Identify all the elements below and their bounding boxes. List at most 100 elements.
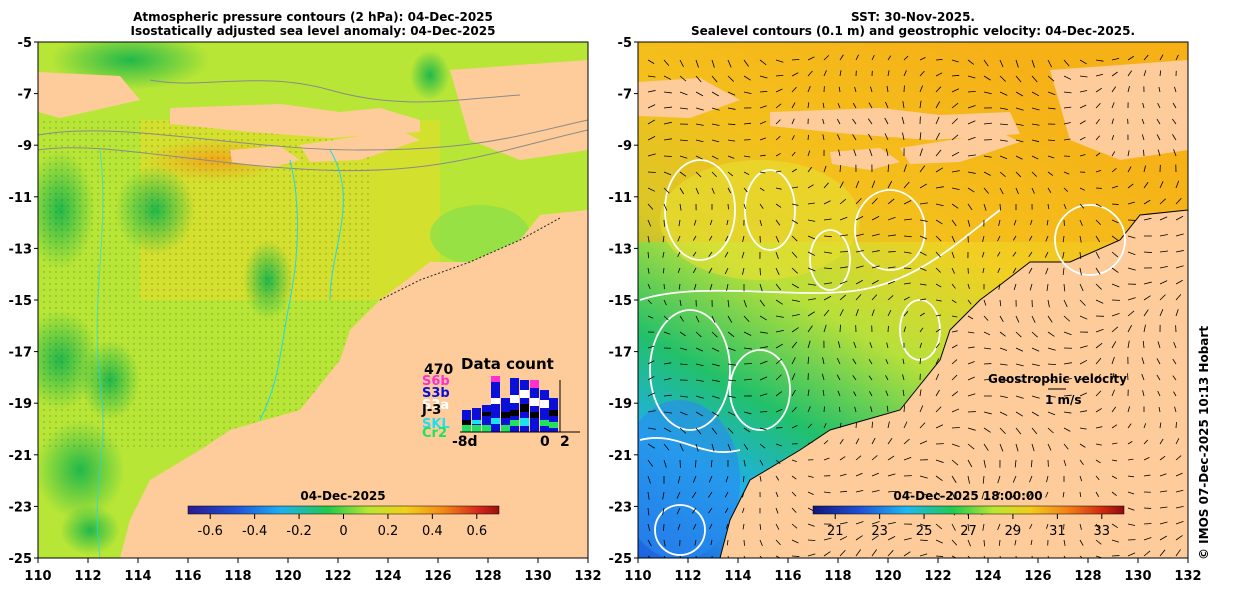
velocity-arrow (726, 219, 729, 226)
velocity-arrow (1143, 54, 1149, 61)
velocity-arrow (1127, 150, 1130, 157)
velocity-arrow (1046, 219, 1049, 226)
velocity-arrow (759, 360, 768, 365)
velocity-arrow (967, 475, 970, 484)
velocity-arrow (999, 363, 1008, 366)
velocity-arrow (1127, 423, 1132, 429)
velocity-arrow (983, 75, 991, 81)
velocity-arrow (647, 251, 650, 259)
velocity-arrow (1047, 555, 1050, 558)
velocity-arrow (902, 358, 905, 365)
velocity-arrow (1143, 537, 1152, 541)
velocity-arrow (1047, 299, 1050, 308)
velocity-arrow (997, 475, 1001, 484)
velocity-arrow (852, 134, 857, 141)
velocity-arrow (951, 391, 959, 397)
australia-land-r (719, 209, 1188, 558)
y-tick-label: -15 (9, 294, 33, 309)
velocity-arrow (935, 283, 942, 288)
velocity-arrow (1095, 267, 1101, 275)
velocity-arrow (1159, 473, 1167, 477)
velocity-arrow (885, 375, 889, 381)
velocity-arrow (1030, 219, 1033, 226)
velocity-arrow (1159, 265, 1168, 269)
velocity-arrow (885, 101, 889, 109)
velocity-arrow (823, 165, 827, 173)
velocity-arrow (695, 411, 704, 417)
velocity-arrow (709, 523, 713, 530)
velocity-arrow (807, 311, 815, 317)
velocity-arrow (855, 216, 864, 221)
velocity-arrow (951, 267, 955, 274)
velocity-arrow (999, 299, 1002, 307)
velocity-arrow (1175, 521, 1184, 525)
velocity-arrow (663, 219, 665, 227)
velocity-arrow (1159, 54, 1164, 61)
velocity-arrow (743, 555, 746, 558)
velocity-arrow (871, 265, 880, 269)
velocity-arrow (935, 59, 943, 61)
velocity-arrow (791, 357, 796, 365)
velocity-arrow (935, 219, 943, 225)
velocity-arrow (647, 507, 650, 516)
left-title-line1: Atmospheric pressure contours (2 hPa): 0… (133, 10, 493, 24)
velocity-arrow (1063, 427, 1071, 432)
velocity-arrow (1095, 73, 1104, 77)
velocity-arrow (999, 187, 1004, 195)
x-tick-label: 124 (974, 569, 1001, 584)
velocity-arrow (951, 359, 958, 365)
velocity-arrow (708, 251, 713, 257)
velocity-arrow (711, 107, 720, 111)
velocity-arrow (1030, 539, 1033, 546)
velocity-arrow (1095, 539, 1102, 545)
velocity-arrow (807, 423, 813, 429)
velocity-arrow (791, 58, 800, 61)
velocity-arrow (855, 198, 862, 205)
velocity-arrow (982, 475, 985, 484)
velocity-arrow (999, 155, 1008, 160)
velocity-arrow (1015, 139, 1024, 143)
velocity-arrow (855, 233, 864, 237)
velocity-arrow (935, 491, 942, 499)
velocity-arrow (1172, 134, 1177, 141)
velocity-arrow (982, 235, 985, 242)
velocity-arrow (822, 389, 825, 397)
velocity-arrow (807, 553, 816, 557)
velocity-arrow (1172, 358, 1177, 365)
velocity-arrow (967, 59, 974, 65)
velocity-arrow (967, 555, 971, 558)
velocity-arrow (1127, 507, 1135, 511)
velocity-arrow (693, 219, 697, 226)
y-tick-label: -11 (609, 191, 633, 206)
velocity-arrow (839, 251, 849, 253)
velocity-arrow (982, 267, 985, 274)
velocity-arrow (692, 475, 697, 483)
velocity-arrow (775, 88, 783, 93)
velocity-arrow (791, 475, 797, 480)
velocity-arrow (1015, 123, 1024, 126)
x-tick-label: 116 (174, 569, 201, 584)
velocity-arrow (855, 279, 863, 285)
velocity-arrow (967, 136, 976, 141)
velocity-arrow (708, 235, 713, 241)
velocity-arrow (887, 309, 892, 317)
velocity-arrow (935, 299, 942, 302)
velocity-arrow (1095, 475, 1100, 481)
y-tick-label: -7 (618, 88, 632, 103)
velocity-arrow (1111, 185, 1119, 189)
colorbar-tick-label: 29 (1005, 524, 1022, 539)
velocity-arrow (1095, 443, 1102, 446)
velocity-arrow (1111, 167, 1117, 173)
velocity-arrow (708, 267, 713, 274)
velocity-arrow (1015, 395, 1024, 399)
y-tick-label: -9 (618, 139, 632, 154)
velocity-arrow (759, 154, 766, 157)
velocity-arrow (823, 182, 829, 189)
velocity-arrow (775, 539, 781, 546)
velocity-arrow (1175, 455, 1182, 461)
velocity-arrow (887, 549, 894, 557)
velocity-arrow (1095, 408, 1102, 413)
velocity-arrow (1079, 491, 1082, 498)
velocity-arrow (1159, 250, 1168, 253)
velocity-arrow (887, 164, 890, 173)
